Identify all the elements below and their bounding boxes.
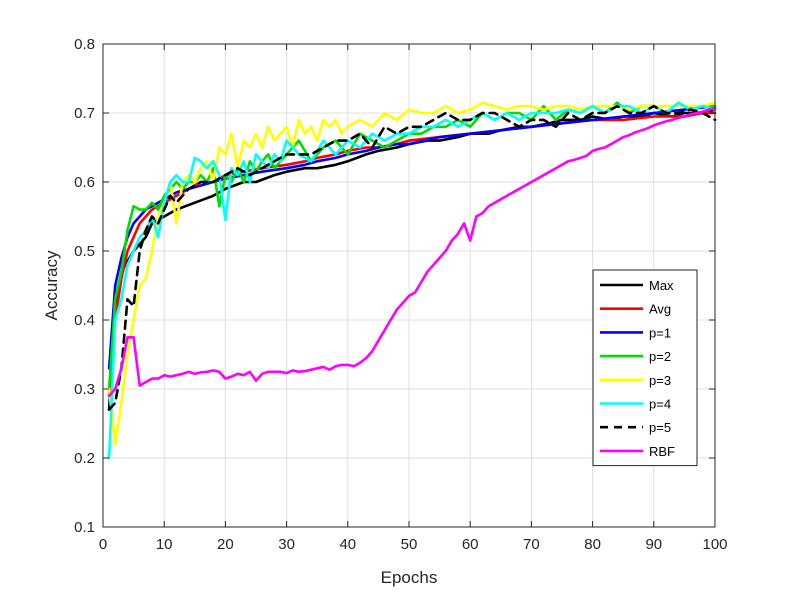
x-tick-label: 10 — [156, 536, 173, 553]
y-axis-title: Accuracy — [42, 250, 61, 320]
series-line-p1 — [107, 104, 717, 370]
legend-label: RBF — [649, 444, 675, 459]
x-tick-label: 20 — [217, 536, 234, 553]
legend-label: p=1 — [649, 325, 671, 340]
x-tick-label: 70 — [523, 536, 540, 553]
series-line-p5 — [107, 104, 717, 412]
x-tick-label: 80 — [584, 536, 601, 553]
y-tick-label: 0.4 — [74, 312, 95, 329]
y-tick-label: 0.7 — [74, 105, 95, 122]
legend-label: p=5 — [649, 420, 671, 435]
legend-label: Avg — [649, 302, 671, 317]
legend-label: p=4 — [649, 397, 671, 412]
legend-label: p=2 — [649, 349, 671, 364]
legend: Max Avg p=1 p=2 p=3 p=4 p=5 RBF — [592, 269, 698, 467]
x-tick-label: 30 — [278, 536, 295, 553]
x-axis-title: Epochs — [381, 568, 438, 587]
series-line-p3 — [107, 101, 717, 446]
x-tick-label: 100 — [702, 536, 727, 553]
x-tick-label: 90 — [645, 536, 662, 553]
y-tick-label: 0.5 — [74, 243, 95, 260]
y-tick-label: 0.1 — [74, 519, 95, 536]
x-tick-label: 40 — [339, 536, 356, 553]
series-line-rbf — [107, 106, 717, 398]
legend-label: p=3 — [649, 373, 671, 388]
series-lines — [107, 101, 717, 460]
x-tick-label: 50 — [401, 536, 418, 553]
x-tick-label: 60 — [462, 536, 479, 553]
axis-ticks: 0 10 20 30 40 50 60 70 80 90 100 0.1 0.2 0.3 0.4 0.5 0.6… — [74, 36, 727, 553]
y-tick-label: 0.8 — [74, 36, 95, 53]
y-tick-label: 0.6 — [74, 174, 95, 191]
y-tick-label: 0.2 — [74, 450, 95, 467]
legend-label: Max — [649, 278, 674, 293]
x-tick-label: 0 — [99, 536, 107, 553]
series-line-p4 — [107, 101, 717, 460]
y-tick-label: 0.3 — [74, 381, 95, 398]
legend-box — [592, 269, 698, 467]
